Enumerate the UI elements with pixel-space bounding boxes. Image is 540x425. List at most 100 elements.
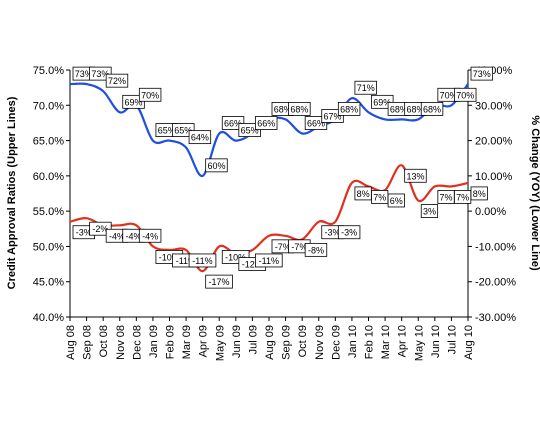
left-tick-label: 45.0% — [33, 277, 64, 289]
data-label-box — [255, 116, 278, 130]
left-tick-label: 50.0% — [33, 241, 64, 253]
right-tick-label: -30.00% — [475, 312, 516, 324]
data-label-text: 73% — [91, 69, 109, 79]
data-label-box — [105, 73, 129, 88]
left-tick-label: 70.0% — [33, 100, 64, 112]
data-label-box — [288, 102, 311, 116]
data-label-text: -10% — [159, 252, 180, 262]
data-label-box — [188, 253, 217, 268]
data-label-text: 73% — [75, 69, 93, 79]
data-label-box — [188, 130, 212, 145]
data-label-box — [354, 80, 377, 95]
data-label-text: -11% — [192, 256, 212, 266]
data-label-text: 3% — [423, 207, 436, 217]
x-tick-label: Feb 10 — [364, 325, 376, 359]
yoy-data-label: 8% — [470, 186, 488, 201]
data-label-text: 70% — [141, 90, 159, 100]
data-label-text: 7% — [373, 192, 386, 202]
approval-data-label: 64% — [188, 130, 212, 145]
data-label-text: -3% — [325, 228, 341, 238]
x-tick-label: Dec 08 — [131, 325, 143, 360]
x-axis-ticks: Aug 08 Sep 08 Oct 08 Nov 08 Dec 08 Jan 09 Feb … — [65, 317, 475, 361]
yoy-data-label: -11% — [255, 253, 283, 268]
x-tick-label: Nov 08 — [115, 325, 127, 360]
data-label-box — [205, 158, 228, 173]
yoy-data-label: -4% — [138, 228, 162, 243]
x-tick-label: Aug 10 — [463, 325, 475, 360]
x-tick-label: Jan 09 — [148, 325, 160, 358]
data-label-text: 66% — [307, 119, 325, 129]
data-label-text: 68% — [340, 104, 358, 114]
x-tick-label: Jun 09 — [231, 325, 243, 358]
data-label-box — [420, 102, 444, 116]
data-label-text: -3% — [76, 228, 92, 238]
yoy-data-label: -8% — [304, 242, 328, 257]
data-label-text: 7% — [456, 192, 469, 202]
data-label-text: -4% — [109, 231, 125, 241]
data-label-text: 68% — [390, 104, 408, 114]
data-label-text: 68% — [423, 104, 441, 114]
x-tick-label: Aug 08 — [65, 325, 77, 360]
x-tick-label: Mar 09 — [181, 325, 193, 359]
data-label-text: -11% — [176, 256, 196, 266]
data-label-text: 68% — [406, 104, 424, 114]
approval-data-label: 70% — [454, 87, 477, 102]
x-tick-label: Oct 09 — [297, 325, 309, 357]
data-label-text: -10% — [225, 252, 246, 262]
data-label-text: 67% — [324, 111, 342, 121]
data-label-text: 65% — [241, 126, 259, 136]
x-tick-label: Mar 10 — [380, 325, 392, 359]
x-tick-label: Feb 09 — [165, 325, 177, 359]
approval-data-label: 71% — [354, 80, 377, 95]
approval-data-label: 68% — [337, 102, 361, 116]
data-label-text: 70% — [456, 90, 474, 100]
data-label-text: 68% — [274, 104, 292, 114]
x-tick-label: Jun 10 — [430, 325, 442, 358]
right-tick-label: 20.00% — [475, 136, 513, 148]
yoy-data-label: 7% — [371, 190, 389, 204]
data-label-box — [387, 193, 405, 208]
data-label-text: -7% — [291, 242, 307, 252]
data-label-text: 6% — [390, 196, 403, 206]
left-tick-label: 40.0% — [33, 312, 64, 324]
data-label-text: -4% — [142, 231, 158, 241]
right-tick-label: -10.00% — [475, 241, 516, 253]
right-axis-ticks: -30.00% -20.00% -10.00% 0.00% 10.00% 20.00% 30… — [468, 65, 516, 324]
yoy-data-label: 8% — [354, 186, 372, 201]
yoy-data-label: 3% — [420, 204, 439, 218]
left-tick-label: 60.0% — [33, 171, 64, 183]
data-label-text: -4% — [126, 231, 142, 241]
data-label-box — [205, 274, 233, 289]
approval-data-label: 70% — [138, 87, 162, 102]
data-label-text: 66% — [257, 119, 275, 129]
left-axis-ticks: 40.0% 45.0% 50.0% 55.0% 60.0% 65.0% 70.0% 75.0% — [33, 65, 70, 324]
x-tick-label: Dec 09 — [330, 325, 342, 360]
left-axis-title: Credit Approval Ratios (Upper Lines) — [6, 96, 18, 289]
data-labels: 73%73%72%69%70%65%65%64%60%66%65%66%68%6… — [72, 66, 494, 289]
x-tick-label: Oct 08 — [98, 325, 110, 357]
data-label-box — [138, 87, 162, 102]
data-label-text: 8% — [357, 189, 370, 199]
x-tick-label: Sep 08 — [82, 325, 94, 360]
x-tick-label: Jul 10 — [446, 325, 458, 354]
right-axis-title: % Change (YOY) (Lower Line) — [529, 115, 540, 271]
yoy-change-line — [69, 164, 469, 273]
left-tick-label: 55.0% — [33, 206, 64, 218]
data-label-box — [255, 253, 283, 268]
left-tick-label: 65.0% — [33, 136, 64, 148]
yoy-data-label: 6% — [387, 193, 405, 208]
data-label-text: -12% — [242, 259, 263, 269]
data-label-text: 66% — [224, 119, 242, 129]
x-tick-label: Jan 10 — [347, 325, 359, 358]
yoy-data-label: 7% — [437, 190, 455, 204]
x-tick-label: May 10 — [413, 325, 425, 361]
data-label-text: 65% — [158, 126, 176, 136]
right-tick-label: 0.00% — [475, 206, 506, 218]
data-label-text: 72% — [108, 76, 126, 86]
right-tick-label: 30.00% — [475, 100, 513, 112]
approval-data-label: 60% — [205, 158, 228, 173]
yoy-data-label: 7% — [454, 190, 472, 204]
x-tick-label: May 09 — [214, 325, 226, 361]
data-label-box — [304, 242, 328, 257]
